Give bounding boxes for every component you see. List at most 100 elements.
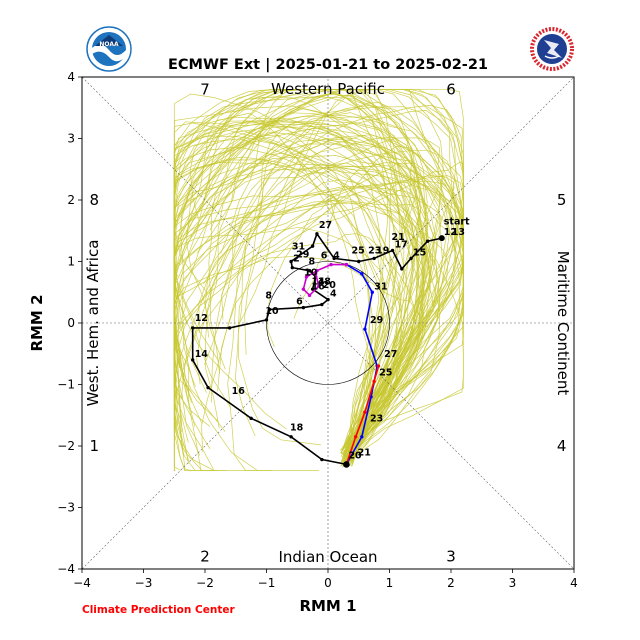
ensemble-line bbox=[197, 88, 401, 466]
point-label: 10 bbox=[304, 268, 318, 279]
point-label: 16 bbox=[232, 386, 246, 397]
point-label: 18 bbox=[290, 423, 304, 434]
ensemble-line bbox=[235, 137, 428, 454]
observed-point bbox=[310, 244, 315, 248]
point-label: 29 bbox=[296, 249, 309, 260]
point-label: 17 bbox=[395, 239, 408, 250]
y-axis-ticks: −4 −3 −2 −1 0 1 2 3 4 bbox=[57, 70, 82, 576]
ensemble-line bbox=[173, 175, 455, 465]
phase-number: 3 bbox=[446, 548, 456, 566]
ensemble-line bbox=[173, 139, 461, 453]
observed-point bbox=[206, 385, 210, 390]
observed-point bbox=[320, 457, 324, 462]
forecast_mean_early-point bbox=[304, 275, 309, 279]
ensemble-line bbox=[174, 175, 464, 451]
observed-point bbox=[289, 435, 293, 439]
x-tick-label: −2 bbox=[196, 576, 214, 590]
x-tick-label: 3 bbox=[509, 576, 517, 590]
point-label: 6 bbox=[296, 297, 303, 308]
y-axis-label: RMM 2 bbox=[28, 294, 46, 351]
point-label: 4 bbox=[330, 289, 337, 300]
forecast_week1-point bbox=[360, 272, 364, 276]
x-tick-label: 0 bbox=[324, 576, 332, 590]
point-label: 31 bbox=[374, 281, 387, 292]
x-tick-label: −1 bbox=[258, 576, 276, 590]
observed-point bbox=[249, 416, 253, 421]
x-axis-ticks: −4 −3 −2 −1 0 1 2 3 4 bbox=[73, 569, 578, 590]
point-label: 27 bbox=[384, 349, 397, 360]
ensemble-line bbox=[174, 88, 414, 460]
observed-point bbox=[264, 318, 269, 322]
point-label: 18 bbox=[318, 276, 332, 287]
point-label: 19 bbox=[376, 246, 389, 257]
observed-point bbox=[290, 265, 295, 270]
point-label: 31 bbox=[292, 241, 305, 252]
x-tick-label: −3 bbox=[135, 576, 153, 590]
point-label: 14 bbox=[195, 349, 209, 360]
phase-number: 1 bbox=[90, 437, 100, 455]
forecast_mean_early-line bbox=[302, 263, 347, 297]
phase-number: 6 bbox=[446, 80, 456, 98]
nws-logo bbox=[530, 27, 574, 71]
point-label: 20 bbox=[348, 450, 362, 461]
observed-point bbox=[191, 358, 195, 362]
forecast_week1-point bbox=[360, 435, 364, 439]
y-tick-label: −1 bbox=[57, 378, 75, 392]
ensemble-line bbox=[180, 131, 408, 471]
phase-guide-lines bbox=[81, 76, 575, 570]
ensemble-line bbox=[173, 88, 444, 463]
forecast_week1-point bbox=[363, 327, 367, 331]
observed-line bbox=[191, 232, 442, 466]
point-label: 12 bbox=[444, 227, 457, 238]
forecast_week2-point bbox=[372, 379, 376, 384]
phase-number: 2 bbox=[200, 548, 210, 566]
ensemble-line bbox=[179, 161, 464, 462]
region-label-bottom: Indian Ocean bbox=[278, 548, 377, 566]
y-tick-label: 0 bbox=[67, 316, 75, 330]
point-label: 25 bbox=[379, 367, 392, 378]
x-tick-label: 4 bbox=[570, 576, 578, 590]
y-tick-label: −2 bbox=[57, 439, 75, 453]
x-tick-label: −4 bbox=[73, 576, 91, 590]
observed-point bbox=[372, 256, 376, 261]
ensemble-line bbox=[293, 162, 464, 452]
forecast_week1-point bbox=[370, 290, 374, 294]
phase-number: 4 bbox=[557, 437, 567, 455]
ensemble-line bbox=[208, 108, 419, 467]
observed-point bbox=[400, 267, 404, 271]
point-label: 23 bbox=[368, 246, 381, 257]
observed-point bbox=[425, 239, 430, 243]
point-label: 29 bbox=[370, 315, 383, 326]
forecast_week2-point bbox=[363, 410, 367, 414]
forecast_week1-line bbox=[345, 263, 379, 465]
ensemble-line bbox=[237, 153, 371, 460]
y-tick-label: 4 bbox=[67, 70, 75, 84]
forecast_mean_early-point bbox=[329, 262, 333, 267]
observed-point bbox=[267, 307, 272, 312]
observed-end-marker bbox=[343, 461, 350, 468]
observed-point bbox=[409, 256, 413, 261]
point-label: 16 bbox=[312, 281, 326, 292]
x-tick-label: 1 bbox=[386, 576, 394, 590]
point-label: 10 bbox=[265, 306, 279, 317]
point-label: 8 bbox=[308, 257, 315, 268]
forecast_week2-point bbox=[376, 364, 381, 368]
observed-point bbox=[326, 297, 330, 302]
noaa-logo-text: NOAA bbox=[99, 41, 119, 48]
forecast_mean_early-point bbox=[307, 293, 312, 298]
ensemble-line bbox=[173, 159, 384, 466]
ensemble-line bbox=[173, 202, 419, 462]
region-label-right: Maritime Continent bbox=[554, 251, 572, 396]
point-label: 21 bbox=[392, 232, 405, 243]
forecast_mean_early-point bbox=[344, 262, 349, 267]
ensemble-line bbox=[173, 88, 427, 471]
point-label: 27 bbox=[319, 220, 332, 231]
observed-point bbox=[310, 287, 315, 291]
chart-title: ECMWF Ext | 2025-01-21 to 2025-02-21 bbox=[168, 57, 488, 73]
point-label: 8 bbox=[265, 290, 272, 301]
point-label: 23 bbox=[370, 413, 383, 424]
ensemble-line bbox=[198, 162, 419, 454]
